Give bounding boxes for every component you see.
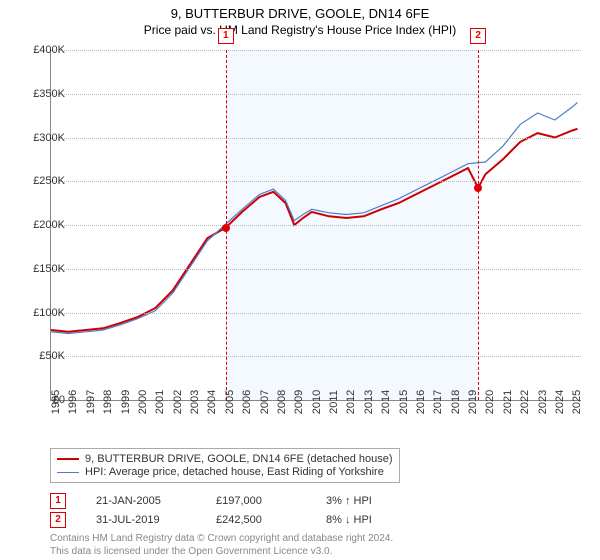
chart-subtitle: Price paid vs. HM Land Registry's House …: [0, 23, 600, 37]
x-axis-label: 2015: [398, 390, 410, 414]
x-axis-label: 2008: [276, 390, 288, 414]
x-axis-label: 2001: [154, 390, 166, 414]
gridline: [51, 94, 581, 95]
event-price: £197,000: [216, 495, 296, 507]
chart-container: 9, BUTTERBUR DRIVE, GOOLE, DN14 6FE Pric…: [0, 0, 600, 560]
x-axis-label: 2019: [467, 390, 479, 414]
x-axis-label: 2024: [554, 390, 566, 414]
y-axis-label: £250K: [33, 175, 65, 187]
event-row: 2 31-JUL-2019 £242,500 8% ↓ HPI: [50, 512, 372, 528]
x-axis-label: 2016: [415, 390, 427, 414]
legend-swatch: [57, 472, 79, 473]
x-axis-label: 2017: [432, 390, 444, 414]
event-hpi: 3% ↑ HPI: [326, 495, 372, 507]
event-marker-box: 2: [470, 28, 486, 44]
plot-area: 12: [50, 50, 581, 401]
x-axis-label: 1996: [67, 390, 79, 414]
x-axis-label: 2009: [293, 390, 305, 414]
x-axis-label: 2004: [206, 390, 218, 414]
x-axis-label: 2025: [571, 390, 583, 414]
event-date: 31-JUL-2019: [96, 514, 186, 526]
legend: 9, BUTTERBUR DRIVE, GOOLE, DN14 6FE (det…: [50, 448, 400, 483]
gridline: [51, 50, 581, 51]
events-table: 1 21-JAN-2005 £197,000 3% ↑ HPI 2 31-JUL…: [50, 490, 372, 531]
event-marker-box: 1: [218, 28, 234, 44]
event-marker-icon: 1: [50, 493, 66, 509]
gridline: [51, 269, 581, 270]
x-axis-label: 2010: [311, 390, 323, 414]
event-price: £242,500: [216, 514, 296, 526]
x-axis-label: 2023: [537, 390, 549, 414]
x-axis-label: 1995: [50, 390, 62, 414]
x-axis-label: 2020: [484, 390, 496, 414]
x-axis-label: 2021: [502, 390, 514, 414]
event-date: 21-JAN-2005: [96, 495, 186, 507]
x-axis-label: 2022: [519, 390, 531, 414]
y-axis-label: £400K: [33, 44, 65, 56]
gridline: [51, 138, 581, 139]
gridline: [51, 356, 581, 357]
footer-attribution: Contains HM Land Registry data © Crown c…: [50, 532, 393, 558]
y-axis-label: £150K: [33, 263, 65, 275]
event-row: 1 21-JAN-2005 £197,000 3% ↑ HPI: [50, 493, 372, 509]
y-axis-label: £200K: [33, 219, 65, 231]
x-axis-label: 2007: [259, 390, 271, 414]
y-axis-label: £350K: [33, 88, 65, 100]
x-axis-label: 1999: [120, 390, 132, 414]
y-axis-label: £50K: [39, 350, 65, 362]
event-vline: [478, 50, 479, 400]
series-price_paid: [51, 129, 578, 332]
event-hpi: 8% ↓ HPI: [326, 514, 372, 526]
x-axis-label: 2000: [137, 390, 149, 414]
x-axis-label: 2002: [172, 390, 184, 414]
gridline: [51, 225, 581, 226]
x-axis-label: 1997: [85, 390, 97, 414]
y-axis-label: £100K: [33, 307, 65, 319]
x-axis-label: 2013: [363, 390, 375, 414]
legend-item: HPI: Average price, detached house, East…: [57, 466, 393, 478]
x-axis-label: 2003: [189, 390, 201, 414]
x-axis-label: 2012: [345, 390, 357, 414]
gridline: [51, 313, 581, 314]
gridline: [51, 181, 581, 182]
x-axis-label: 2018: [450, 390, 462, 414]
chart-title: 9, BUTTERBUR DRIVE, GOOLE, DN14 6FE: [0, 6, 600, 21]
legend-swatch: [57, 458, 79, 460]
event-marker-icon: 2: [50, 512, 66, 528]
x-axis-label: 2005: [224, 390, 236, 414]
footer-line: This data is licensed under the Open Gov…: [50, 545, 393, 558]
event-dot: [474, 184, 482, 192]
event-dot: [222, 224, 230, 232]
x-axis-label: 2011: [328, 390, 340, 414]
x-axis-label: 2014: [380, 390, 392, 414]
legend-label: HPI: Average price, detached house, East…: [85, 466, 384, 478]
footer-line: Contains HM Land Registry data © Crown c…: [50, 532, 393, 545]
y-axis-label: £300K: [33, 132, 65, 144]
legend-label: 9, BUTTERBUR DRIVE, GOOLE, DN14 6FE (det…: [85, 453, 393, 465]
x-axis-label: 2006: [241, 390, 253, 414]
legend-item: 9, BUTTERBUR DRIVE, GOOLE, DN14 6FE (det…: [57, 453, 393, 465]
title-block: 9, BUTTERBUR DRIVE, GOOLE, DN14 6FE Pric…: [0, 0, 600, 37]
x-axis-label: 1998: [102, 390, 114, 414]
